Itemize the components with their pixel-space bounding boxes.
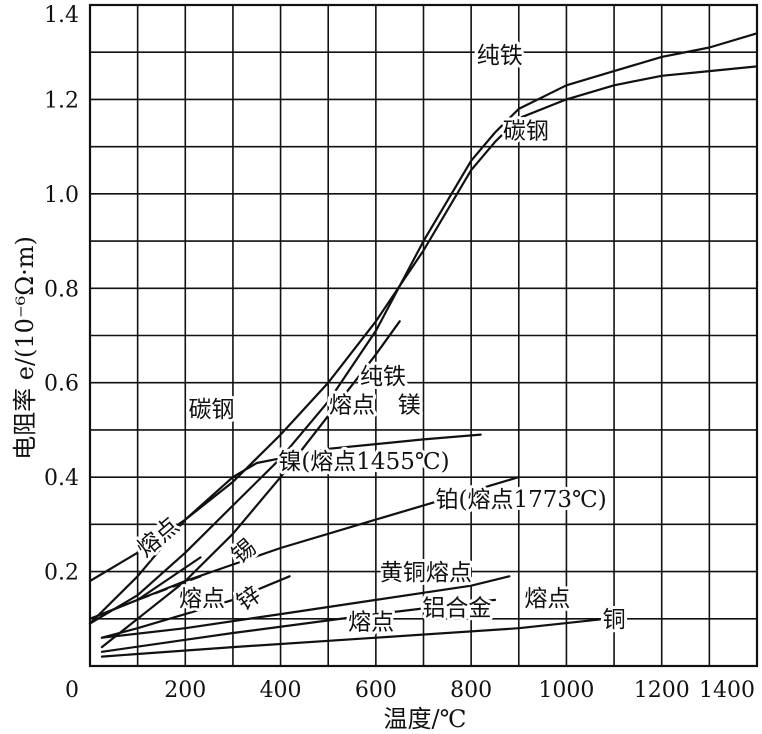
annotation-label: 黄铜熔点 xyxy=(380,560,472,586)
annotation-label: 碳钢 xyxy=(188,397,234,423)
x-tick-label: 1000 xyxy=(538,678,594,703)
annotation-label: 熔点 xyxy=(132,513,184,562)
annotation-halo: 黄铜熔点 xyxy=(380,560,472,586)
x-tick-label: 200 xyxy=(164,678,206,703)
annotation-halo: 铂(熔点1773℃) xyxy=(436,487,607,513)
annotation-halo: 碳钢 xyxy=(188,397,234,423)
x-tick-label: 600 xyxy=(355,678,397,703)
series-line-1 xyxy=(88,32,759,625)
series-line-3 xyxy=(88,476,520,620)
annotation-halo: 铝合金 xyxy=(422,595,491,621)
x-tick-label: 0 xyxy=(65,678,79,703)
y-tick-label: 0.8 xyxy=(44,277,79,302)
grid xyxy=(88,3,759,668)
annotation-label: 熔点 xyxy=(524,586,570,612)
annotation-label: 熔点 xyxy=(179,586,225,612)
series-lines xyxy=(88,32,759,658)
series-line-9 xyxy=(100,598,497,653)
y-tick-label: 1.4 xyxy=(44,3,79,28)
y-tick-labels: 0.2 0.4 0.6 0.8 1.0 1.2 1.4 xyxy=(44,3,79,586)
annotation-halo: 熔点 xyxy=(179,586,225,612)
series-line-8 xyxy=(100,575,511,639)
annotation-halo: 熔点 xyxy=(524,586,570,612)
annotation-halo: 纯铁 xyxy=(477,43,523,69)
x-tick-label: 800 xyxy=(450,678,492,703)
annotation-halo: 镍(熔点1455℃) xyxy=(278,449,449,475)
annotation-label: 熔点 xyxy=(329,392,375,418)
annotation-label: 铝合金 xyxy=(422,595,491,621)
annotation-halo: 铜 xyxy=(603,607,626,633)
annotation-label: 镍(熔点1455℃) xyxy=(278,449,449,475)
series-line-10 xyxy=(100,617,608,658)
series-line-6 xyxy=(136,575,202,602)
x-axis-title: 温度/℃ xyxy=(384,705,467,733)
annotation-label: 铜 xyxy=(603,607,626,633)
annotation-halo: 碳钢 xyxy=(503,118,549,144)
annotation-label: 纯铁 xyxy=(360,364,406,390)
y-tick-label: 1.2 xyxy=(44,88,79,113)
y-tick-label: 0.2 xyxy=(44,561,79,586)
x-tick-labels: 0 200 400 600 800 1000 1200 1400 xyxy=(65,678,755,703)
series-line-4 xyxy=(100,320,401,649)
annotation-halo: 熔点 xyxy=(329,392,375,418)
x-tick-label: 1400 xyxy=(699,678,755,703)
y-tick-label: 0.6 xyxy=(44,372,79,397)
annotation-label: 熔点 xyxy=(348,610,394,636)
annotation-label: 碳钢 xyxy=(503,118,549,144)
annotation-label: 镁 xyxy=(398,392,421,418)
y-axis-title: 电阻率 e/(10⁻⁶Ω·m) xyxy=(11,236,39,460)
series-line-2 xyxy=(88,433,482,625)
annotation-label: 纯铁 xyxy=(477,43,523,69)
x-tick-label: 1200 xyxy=(634,678,690,703)
annotation-label: 锌 xyxy=(232,582,266,616)
y-tick-label: 0.4 xyxy=(44,466,79,491)
annotation-halo: 镁 xyxy=(398,392,421,418)
series-line-0 xyxy=(88,65,759,583)
annotation-label: 铂(熔点1773℃) xyxy=(436,487,607,513)
annotation-halo: 熔点 xyxy=(348,610,394,636)
series-line-7 xyxy=(100,575,291,639)
annotation-halo: 纯铁 xyxy=(360,364,406,390)
y-tick-label: 1.0 xyxy=(44,183,79,208)
plot-frame xyxy=(88,3,759,668)
x-tick-label: 400 xyxy=(260,678,302,703)
